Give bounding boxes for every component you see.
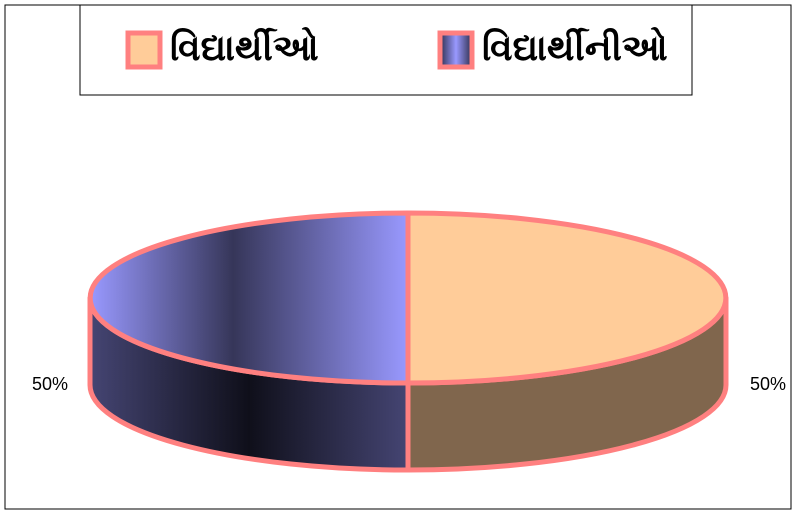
pie-slice: [405, 210, 729, 473]
slice-top: [87, 210, 411, 386]
value-label: 50%: [32, 374, 68, 394]
legend-swatch: [437, 30, 475, 70]
slice-top: [405, 210, 729, 386]
legend-swatch: [125, 30, 163, 70]
pie-slice: [87, 210, 411, 473]
legend-label: વિદ્યાર્થીનીઓ: [482, 26, 668, 69]
legend-box: [79, 4, 693, 96]
value-label: 50%: [750, 374, 786, 394]
legend-label: વિદ્યાર્થીઓ: [170, 26, 319, 69]
